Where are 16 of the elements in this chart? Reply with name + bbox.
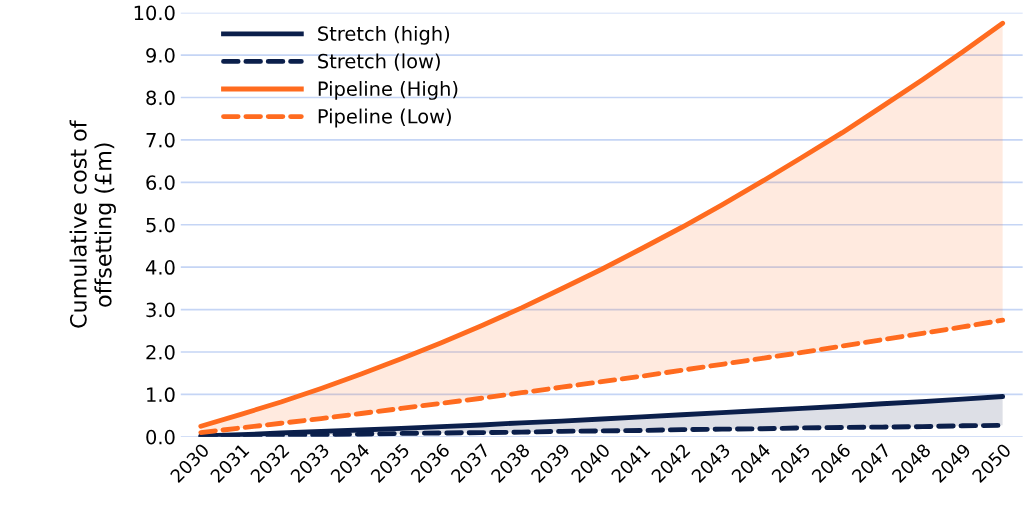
- y-tick-label: 4.0: [145, 260, 175, 275]
- y-tick-label: 2.0: [146, 344, 175, 360]
- legend-label: Pipeline (High): [318, 81, 458, 100]
- legend-label: Pipeline (Low): [318, 108, 451, 128]
- y-tick-label: 1.0: [147, 387, 175, 403]
- y-tick-label: 7.0: [146, 132, 175, 148]
- y-tick-label: 10.0: [134, 5, 175, 21]
- legend-label: Stretch (low): [318, 53, 440, 71]
- y-tick-label: 0.0: [146, 429, 175, 445]
- legend-label: Stretch (high): [318, 25, 450, 45]
- y-tick-label: 9.0: [146, 48, 175, 63]
- y-tick-label: 6.0: [146, 175, 175, 190]
- y-tick-label: 5.0: [146, 217, 175, 233]
- y-axis-title: Cumulative cost of offsetting (£m): [69, 120, 116, 328]
- y-tick-label: 8.0: [146, 90, 175, 106]
- y-tick-label: 3.0: [146, 302, 175, 318]
